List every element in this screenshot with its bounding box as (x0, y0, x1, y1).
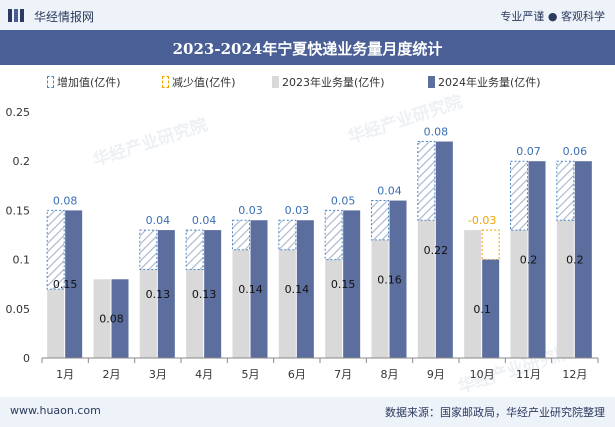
increase-segment (185, 229, 204, 270)
bar-2023 (417, 220, 435, 358)
increase-segment (324, 209, 343, 261)
increase-segment (556, 160, 575, 221)
increase-segment (232, 219, 250, 251)
legend-label-decrease: 减少值(亿件) (172, 76, 236, 89)
increase-segment (278, 219, 297, 251)
bar-2023 (464, 230, 482, 358)
x-tick-label: 5月 (242, 368, 260, 381)
y-tick-label: 0.05 (6, 303, 31, 316)
increase-value-label: 0.04 (377, 185, 402, 198)
increase-value-label: 0.03 (285, 204, 310, 217)
bar-2023 (325, 259, 343, 358)
increase-value-label: 0.08 (53, 194, 78, 207)
bar-2024-value-label: 0.22 (424, 244, 449, 257)
bar-2024 (204, 230, 222, 358)
chart-legend: 增加值(亿件) 减少值(亿件) 2023年业务量(亿件) 2024年业务量(亿件… (0, 73, 615, 91)
legend-label-increase: 增加值(亿件) (57, 76, 121, 89)
legend-item-2023: 2023年业务量(亿件) (272, 75, 385, 89)
legend-label-2023: 2023年业务量(亿件) (282, 76, 385, 89)
increase-value-label: 0.04 (192, 214, 217, 227)
bar-2024-value-label: 0.1 (473, 303, 491, 316)
x-tick-label: 11月 (516, 368, 541, 381)
title-bar (0, 30, 615, 65)
bar-2024 (111, 279, 129, 358)
bar-2024-value-label: 0.08 (99, 313, 124, 326)
bar-2024 (296, 220, 314, 358)
bar-2023 (232, 249, 250, 358)
bar-2023 (556, 220, 574, 358)
decrease-value-label: -0.03 (468, 214, 496, 227)
legend-swatch-2023 (272, 76, 279, 88)
bar-2024 (157, 230, 175, 358)
increase-segment (139, 229, 158, 270)
bar-2024-value-label: 0.2 (520, 254, 538, 267)
bar-2024 (389, 200, 407, 358)
bar-2023 (47, 289, 65, 358)
increase-value-label: 0.03 (238, 204, 263, 217)
bar-2024 (250, 220, 268, 358)
bar-2024-value-label: 0.15 (331, 278, 356, 291)
x-tick-label: 8月 (381, 368, 399, 381)
y-tick-label: 0.25 (6, 106, 31, 119)
x-tick-label: 12月 (562, 368, 587, 381)
bar-2023 (510, 230, 528, 358)
bar-2024-value-label: 0.15 (53, 278, 78, 291)
chart-plot: 0 0.05 0.1 0.15 0.2 0.25 0.08 0.15 1月 0.08 2月 0.04 0… (6, 106, 599, 381)
bar-2024 (65, 210, 83, 358)
bar-2023 (186, 269, 204, 358)
y-tick-label: 0 (23, 352, 30, 365)
legend-item-decrease: 减少值(亿件) (162, 75, 236, 89)
x-tick-label: 7月 (334, 368, 352, 381)
increase-value-label: 0.05 (331, 194, 356, 207)
brand-name: 华经情报网 (34, 10, 95, 24)
y-tick-label: 0.15 (6, 204, 31, 217)
footer-source: 数据来源：国家邮政局，华经产业研究院整理 (385, 406, 605, 419)
bar-2023 (278, 249, 296, 358)
increase-segment (371, 200, 389, 241)
decrease-segment (481, 229, 500, 261)
increase-value-label: 0.08 (424, 126, 449, 139)
legend-item-2024: 2024年业务量(亿件) (428, 75, 541, 89)
bar-2023 (371, 239, 389, 358)
legend-label-2024: 2024年业务量(亿件) (438, 76, 541, 89)
increase-value-label: 0.04 (146, 214, 171, 227)
x-tick-label: 1月 (56, 368, 74, 381)
legend-swatch-2024 (428, 76, 435, 88)
slogan: 专业严谨 ● 客观科学 (500, 10, 605, 23)
bar-2024-value-label: 0.16 (377, 273, 402, 286)
header-bar: 华经情报网 专业严谨 ● 客观科学 (0, 0, 615, 30)
legend-swatch-increase (47, 76, 54, 88)
footer-bar: www.huaon.com 数据来源：国家邮政局，华经产业研究院整理 (0, 397, 615, 427)
bar-2024 (482, 259, 500, 358)
bar-2024-value-label: 0.13 (146, 288, 171, 301)
x-tick-label: 2月 (103, 368, 121, 381)
x-tick-label: 3月 (149, 368, 167, 381)
bar-2024-value-label: 0.14 (238, 283, 263, 296)
bar-2024 (343, 210, 361, 358)
increase-segment (46, 209, 65, 290)
legend-swatch-decrease (162, 76, 169, 88)
x-tick-label: 10月 (470, 368, 495, 381)
bar-2024-value-label: 0.2 (566, 254, 584, 267)
y-tick-label: 0.2 (13, 155, 31, 168)
logo-icon (8, 9, 24, 22)
bar-2024 (528, 161, 546, 358)
increase-segment (417, 141, 436, 221)
increase-value-label: 0.06 (563, 145, 588, 158)
legend-item-increase: 增加值(亿件) (47, 75, 121, 89)
bar-2023 (93, 279, 111, 358)
bar-2024 (574, 161, 592, 358)
bar-2023 (139, 269, 157, 358)
increase-segment (510, 160, 528, 231)
x-tick-label: 6月 (288, 368, 306, 381)
bar-2024-value-label: 0.13 (192, 288, 217, 301)
x-tick-label: 4月 (195, 368, 213, 381)
bar-2024-value-label: 0.14 (285, 283, 310, 296)
bar-2024 (435, 141, 453, 358)
x-tick-label: 9月 (427, 368, 445, 381)
y-tick-label: 0.1 (13, 254, 31, 267)
increase-value-label: 0.07 (516, 145, 541, 158)
footer-url: www.huaon.com (10, 404, 101, 417)
chart-title: 2023-2024年宁夏快递业务量月度统计 (172, 40, 443, 58)
